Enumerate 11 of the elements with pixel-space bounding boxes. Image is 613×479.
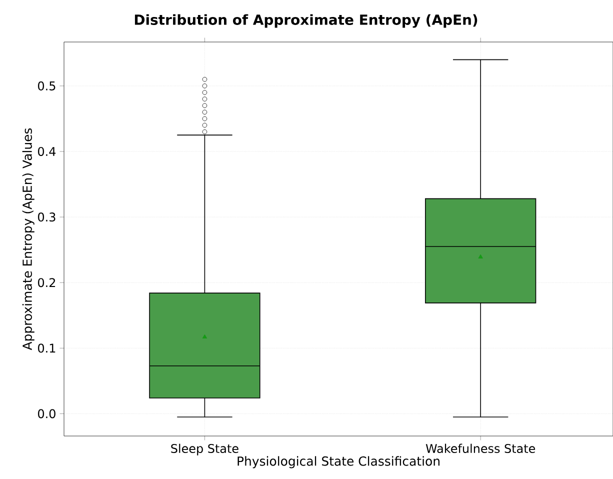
- y-tick-label: 0.2: [38, 278, 56, 288]
- x-tick-label: Sleep State: [171, 444, 238, 456]
- x-axis-title: Physiological State Classification: [238, 456, 440, 468]
- y-tick-label: 0.0: [38, 409, 56, 418]
- y-tick-label: 0.1: [38, 344, 56, 353]
- x-tick-label: Wakefulness State: [426, 444, 536, 454]
- chart-title: Distribution of Approximate Entropy (ApEn): [134, 14, 478, 28]
- y-tick-label: 0.4: [38, 146, 56, 156]
- y-axis-title: Approximate Entropy (ApEn) Values: [22, 128, 34, 350]
- y-tick-label: 0.5: [38, 81, 56, 90]
- y-tick-label: 0.3: [38, 212, 56, 222]
